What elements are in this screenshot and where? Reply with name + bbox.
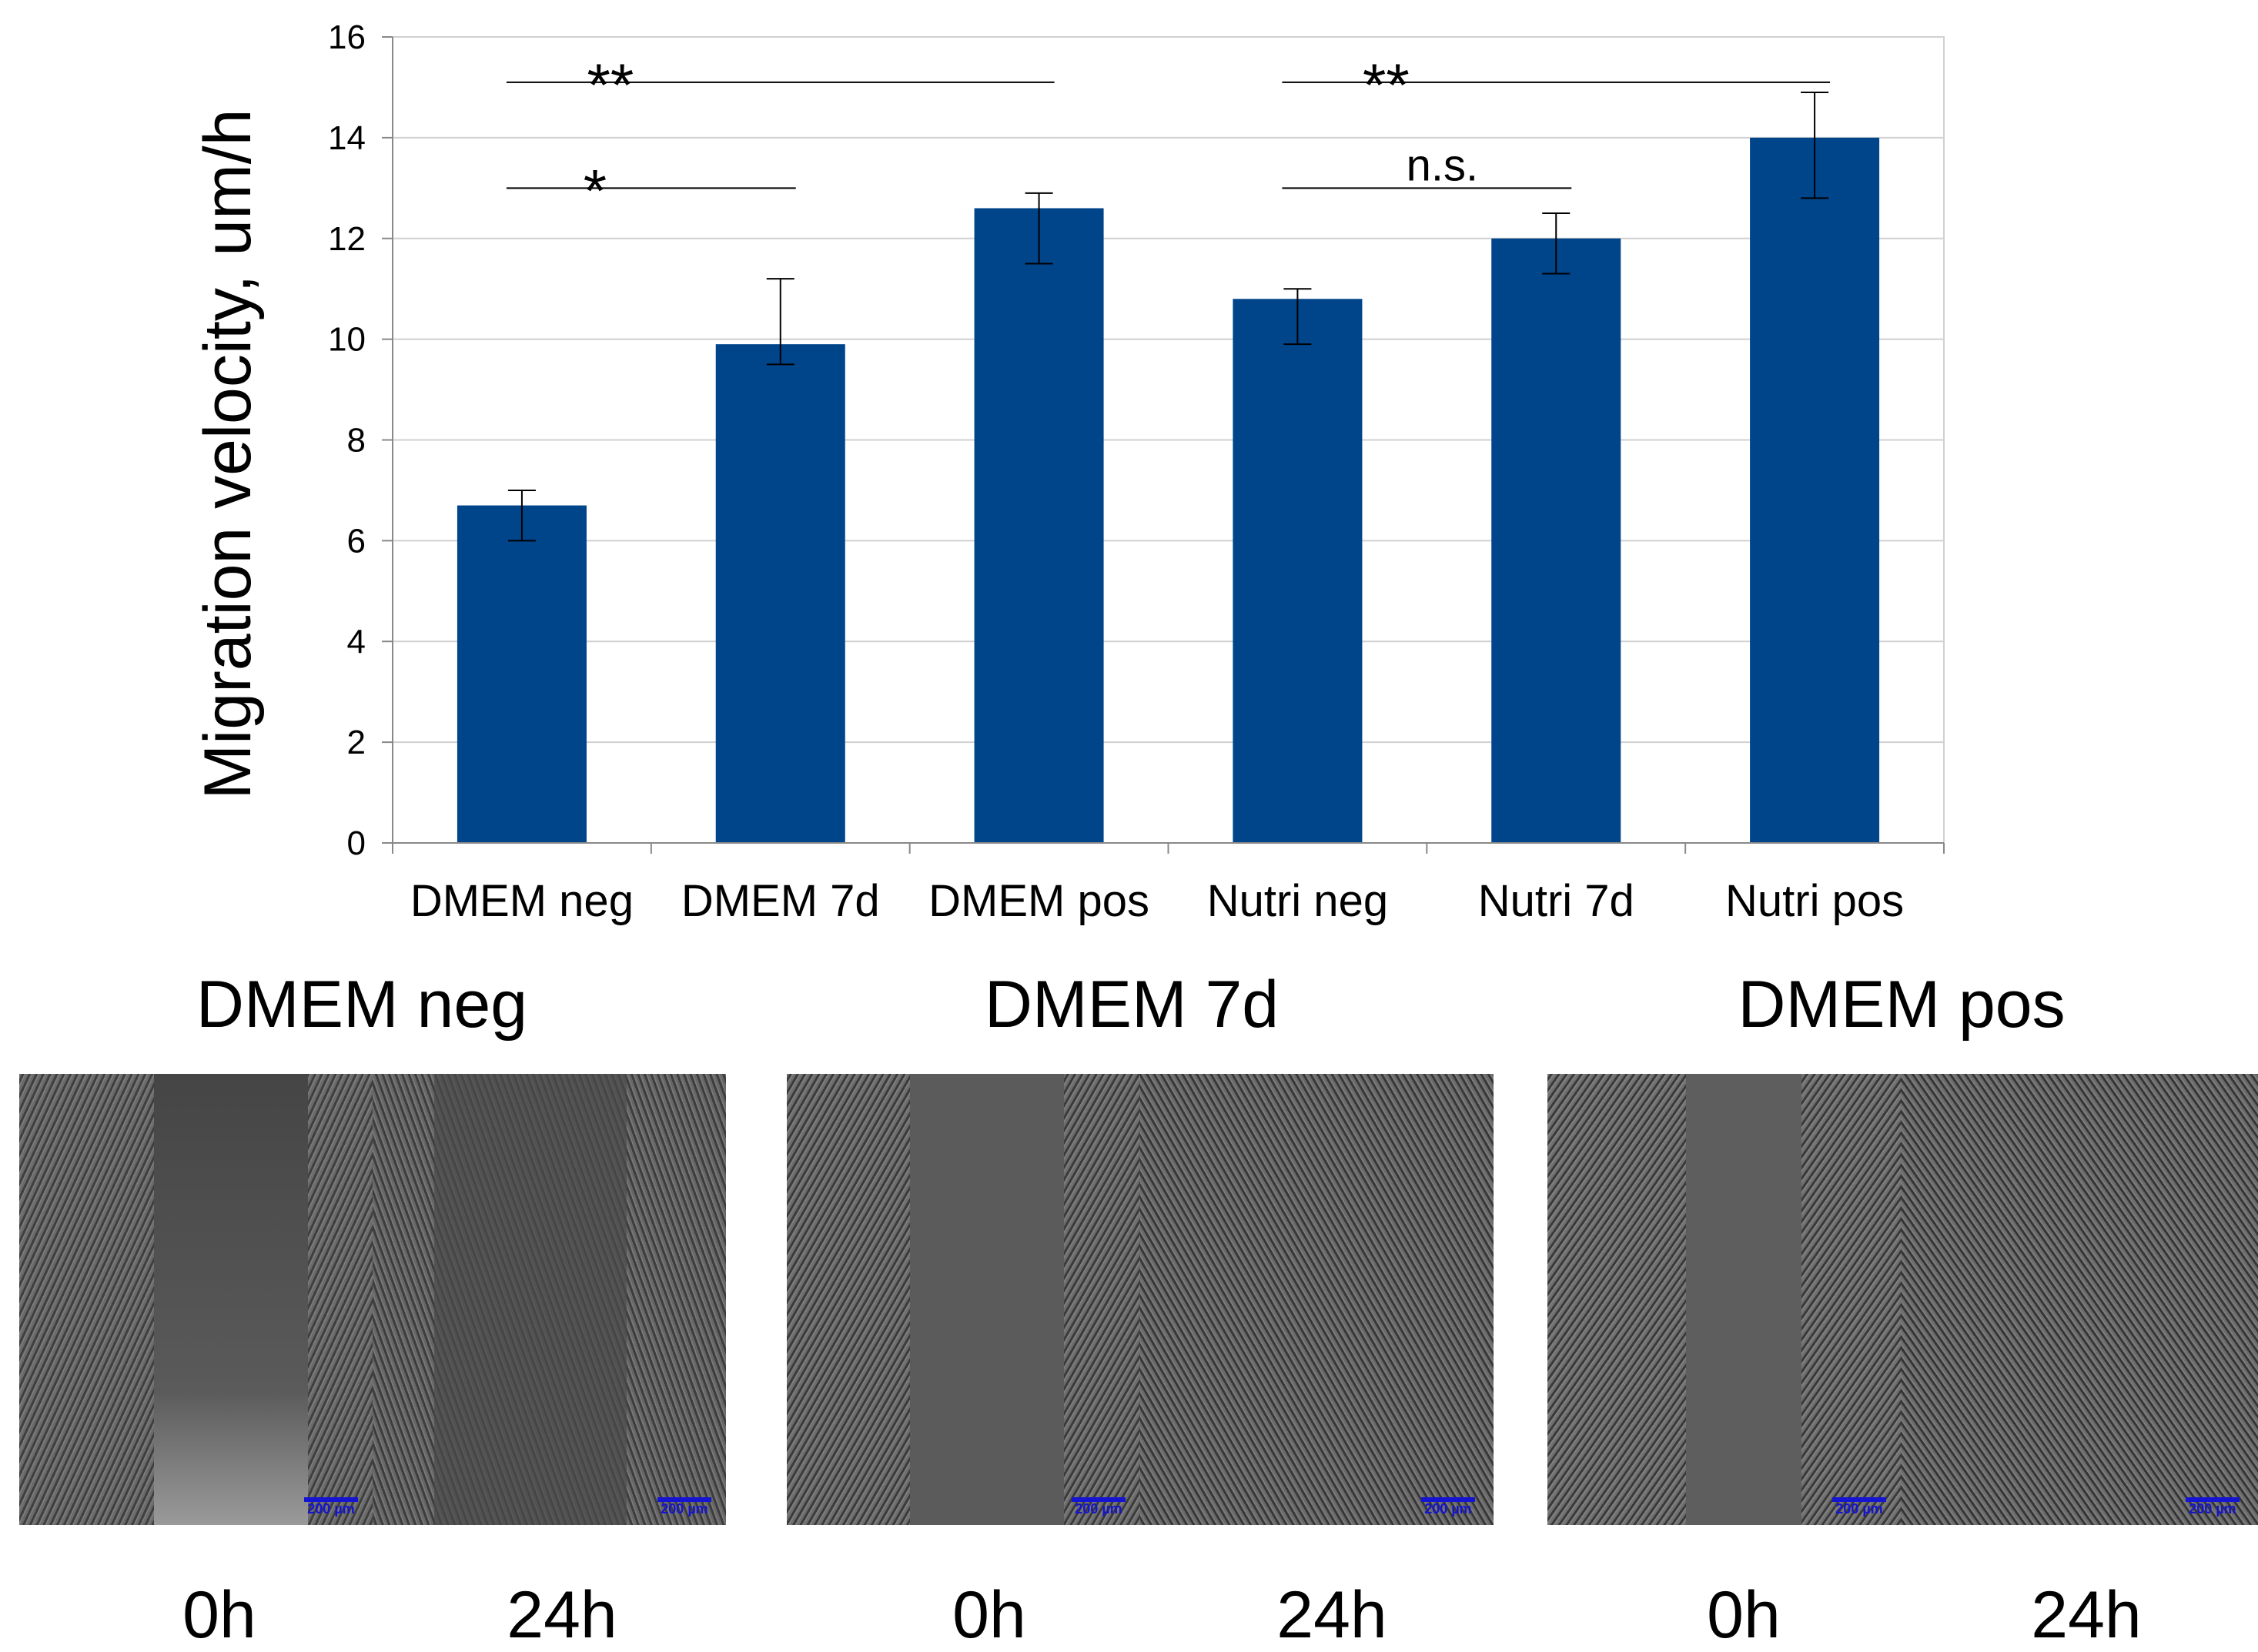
panel-title-dmem-neg: DMEM neg [196, 968, 528, 1042]
axes: 0 2 4 6 8 10 12 14 16 DMEM neg DMEM 7d DMEM pos Nutr… [328, 18, 1945, 926]
y-tick-label: 2 [347, 724, 366, 761]
y-tick-label: 14 [328, 119, 366, 157]
bar-dmem-neg [457, 505, 587, 843]
x-tick-label: Nutri neg [1207, 876, 1388, 926]
time-label: 24h [1276, 1578, 1387, 1652]
y-tick-label: 6 [347, 522, 366, 560]
micrograph-dmem-pos-0h: 200 µm [1547, 1074, 1901, 1525]
y-tick-label: 8 [347, 422, 366, 460]
bars [457, 137, 1880, 843]
bar-dmem-pos [974, 208, 1104, 843]
time-label: 24h [2031, 1578, 2142, 1652]
bar-nutri-neg [1233, 299, 1363, 843]
time-label: 0h [1707, 1578, 1781, 1652]
significance-label: * [584, 156, 607, 224]
y-tick-label: 12 [328, 220, 366, 258]
x-tick-label: Nutri 7d [1478, 876, 1634, 926]
time-label: 24h [507, 1578, 617, 1652]
micrograph-dmem-pos-24h: 200 µm [1901, 1074, 2258, 1525]
bar-dmem-7d [715, 344, 845, 843]
significance-label: n.s. [1407, 140, 1479, 190]
x-tick-label: DMEM 7d [681, 876, 880, 926]
micrograph-dmem-7d-24h: 200 µm [1140, 1074, 1494, 1525]
scale-bar-label: 200 µm [1075, 1501, 1122, 1517]
significance-brackets: *****n.s. [506, 51, 1831, 224]
y-tick-label: 10 [328, 321, 366, 359]
significance-label: ** [1363, 51, 1410, 119]
y-tick-label: 0 [347, 824, 366, 862]
scale-bar-label: 200 µm [661, 1501, 708, 1517]
micrograph-dmem-7d-0h: 200 µm [787, 1074, 1140, 1525]
panel-title-dmem-7d: DMEM 7d [984, 968, 1280, 1042]
bar-chart: 0 2 4 6 8 10 12 14 16 DMEM neg DMEM 7d DMEM pos Nutr… [191, 18, 1945, 926]
error-bars [507, 91, 1829, 542]
time-label: 0h [182, 1578, 256, 1652]
scale-bar-label: 200 µm [1835, 1501, 1883, 1517]
time-label: 0h [952, 1578, 1026, 1652]
micrograph-dmem-neg-0h: 200 µm [19, 1074, 373, 1525]
x-tick-label: DMEM neg [410, 876, 634, 926]
scale-bar-label: 200 µm [1424, 1501, 1472, 1517]
scale-bar-label: 200 µm [2189, 1501, 2236, 1517]
significance-label: ** [587, 51, 634, 119]
y-tick-label: 16 [328, 18, 366, 56]
y-axis-label: Migration velocity, um/h [191, 109, 265, 800]
bar-nutri-pos [1750, 137, 1880, 843]
x-tick-label: DMEM pos [928, 876, 1149, 926]
bar-nutri-7d [1491, 238, 1621, 843]
y-tick-label: 4 [347, 623, 366, 660]
micrograph-dmem-neg-24h: 200 µm [373, 1074, 726, 1525]
panel-title-dmem-pos: DMEM pos [1738, 968, 2066, 1042]
x-tick-label: Nutri pos [1725, 876, 1904, 926]
grid-lines [392, 36, 1945, 844]
scale-bar-label: 200 µm [307, 1501, 355, 1517]
